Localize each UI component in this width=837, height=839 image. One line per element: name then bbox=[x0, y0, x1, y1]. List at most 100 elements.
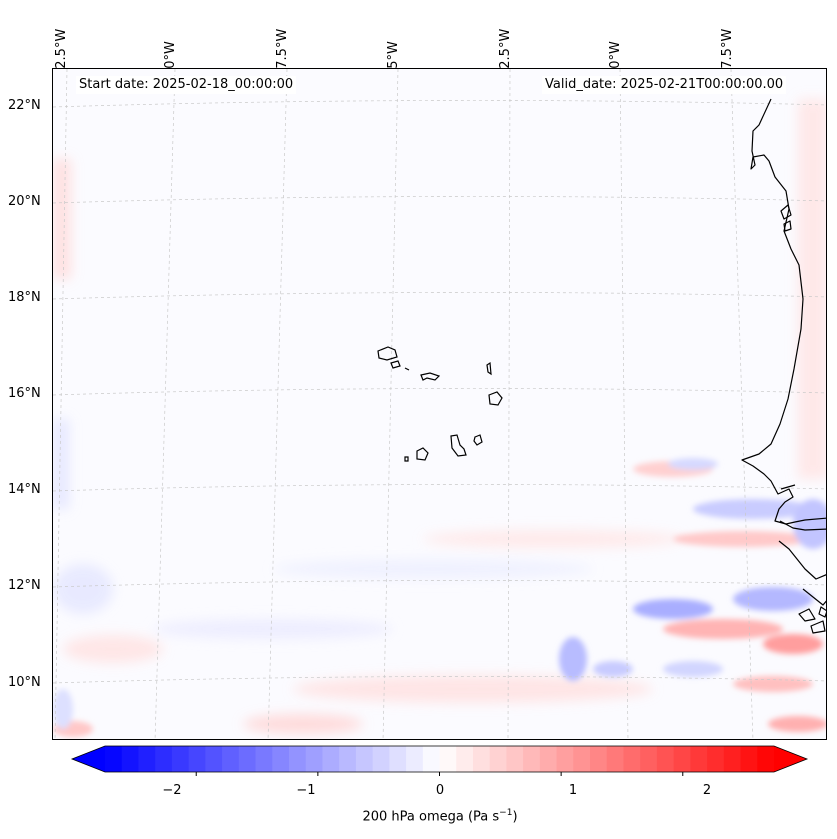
colorbar bbox=[70, 745, 809, 776]
colorbar-segment bbox=[673, 746, 691, 772]
colorbar-segment bbox=[171, 746, 190, 772]
island-boa-vista bbox=[488, 391, 503, 406]
colorbar-segment bbox=[288, 746, 307, 772]
colorbar-segment bbox=[707, 746, 725, 772]
bissagos-islands bbox=[798, 608, 816, 622]
colorbar-tick-2: 2 bbox=[702, 783, 712, 798]
colorbar-segment bbox=[138, 746, 156, 772]
omega-positive-bottom-right bbox=[768, 716, 826, 732]
colorbar-segment bbox=[606, 746, 625, 772]
omega-negative-bottom-left bbox=[53, 689, 73, 729]
colorbar-segment bbox=[439, 746, 457, 772]
omega-negative-se-1 bbox=[668, 458, 718, 470]
omega-negative-west-patch bbox=[53, 564, 113, 614]
valid-date-label: Valid_date: 2025-02-21T00:00:00.00 bbox=[542, 76, 787, 94]
colorbar-segment bbox=[573, 746, 591, 772]
parallel-12n bbox=[53, 580, 826, 588]
colorbar-tick-neg1: −1 bbox=[296, 783, 316, 798]
omega-positive-se-4 bbox=[763, 634, 823, 654]
parallel-18n bbox=[53, 292, 826, 300]
island-santo-antao bbox=[377, 346, 398, 361]
island-sal bbox=[486, 361, 492, 376]
omega-positive-west-patch bbox=[63, 635, 163, 663]
colorbar-segment bbox=[406, 746, 424, 772]
meridian-22-5w bbox=[507, 69, 511, 739]
colorbar-segment bbox=[355, 746, 374, 772]
colorbar-label: 200 hPa omega (Pa s−1) bbox=[362, 808, 518, 825]
island-santa-luzia bbox=[404, 367, 410, 371]
colorbar-segment bbox=[272, 746, 290, 772]
island-fogo bbox=[416, 447, 429, 461]
omega-shading bbox=[53, 99, 826, 737]
guinea-bissau-coast bbox=[778, 540, 826, 580]
omega-negative-se-3 bbox=[633, 599, 713, 619]
colorbar-segment bbox=[523, 746, 541, 772]
start-date-label: Start date: 2025-02-18_00:00:00 bbox=[76, 76, 297, 94]
omega-positive-east-edge bbox=[798, 99, 826, 479]
coast-north-islet bbox=[780, 204, 792, 220]
colorbar-tick-1: 1 bbox=[568, 783, 578, 798]
colorbar-segment bbox=[723, 746, 742, 772]
lat-label-20n: 20°N bbox=[8, 194, 41, 209]
colorbar-segment bbox=[205, 746, 223, 772]
colorbar-segment bbox=[422, 746, 441, 772]
colorbar-extend-high bbox=[774, 746, 807, 772]
omega-negative-west-edge bbox=[53, 419, 69, 509]
colorbar-segment bbox=[121, 746, 140, 772]
omega-negative-se-5 bbox=[793, 499, 826, 549]
colorbar-segment bbox=[372, 746, 390, 772]
colorbar-segment bbox=[238, 746, 257, 772]
graticule bbox=[53, 69, 826, 739]
colorbar-tick-neg2: −2 bbox=[162, 783, 182, 798]
colorbar-segment bbox=[740, 746, 758, 772]
island-maio bbox=[473, 434, 483, 446]
colorbar-segment bbox=[690, 746, 708, 772]
colorbar-segment bbox=[757, 746, 775, 772]
parallel-22n bbox=[53, 100, 826, 108]
omega-field-map bbox=[53, 69, 826, 739]
colorbar-segment bbox=[305, 746, 324, 772]
colorbar-segment bbox=[539, 746, 558, 772]
map-panel bbox=[52, 68, 827, 740]
colorbar-segment bbox=[506, 746, 524, 772]
bissagos-island-3 bbox=[818, 606, 826, 618]
meridian-27-5w bbox=[267, 69, 288, 739]
lat-label-22n: 22°N bbox=[8, 98, 41, 113]
omega-negative-se-7 bbox=[593, 661, 633, 677]
guinea-coast bbox=[802, 588, 826, 606]
bissagos-island-2 bbox=[810, 620, 826, 634]
colorbar-segment bbox=[590, 746, 608, 772]
colorbar-extend-low bbox=[72, 746, 105, 772]
meridian-30w bbox=[154, 69, 176, 739]
colorbar-outline bbox=[70, 745, 809, 773]
colorbar-segment bbox=[623, 746, 641, 772]
colorbar-segment bbox=[339, 746, 357, 772]
omega-negative-se-4 bbox=[733, 587, 813, 611]
colorbar-segment bbox=[556, 746, 574, 772]
omega-positive-south-band bbox=[293, 675, 653, 703]
lat-label-16n: 16°N bbox=[8, 386, 41, 401]
omega-negative-south-band bbox=[153, 619, 393, 639]
omega-positive-se-5 bbox=[733, 676, 813, 692]
west-africa-coast bbox=[741, 98, 826, 525]
omega-negative-mid-band bbox=[273, 559, 593, 579]
omega-positive-bottom-left bbox=[243, 714, 363, 734]
lat-label-12n: 12°N bbox=[8, 578, 41, 593]
island-brava bbox=[404, 456, 409, 462]
omega-negative-se-8 bbox=[663, 661, 723, 677]
colorbar-segment bbox=[472, 746, 491, 772]
parallel-16n bbox=[53, 388, 826, 396]
colorbar-segment bbox=[656, 746, 675, 772]
coastline bbox=[741, 98, 826, 634]
meridian-25w bbox=[382, 69, 399, 739]
colorbar-segment bbox=[389, 746, 407, 772]
gambia-inlet bbox=[779, 520, 826, 531]
island-santiago bbox=[450, 434, 467, 457]
omega-positive-se-2 bbox=[673, 531, 813, 547]
colorbar-segment bbox=[155, 746, 173, 772]
colorbar-segment bbox=[222, 746, 240, 772]
colorbar-segment bbox=[105, 746, 123, 772]
cape-verde-islands bbox=[377, 346, 503, 462]
colorbar-tick-0: 0 bbox=[435, 783, 445, 798]
parallel-14n bbox=[53, 484, 826, 492]
